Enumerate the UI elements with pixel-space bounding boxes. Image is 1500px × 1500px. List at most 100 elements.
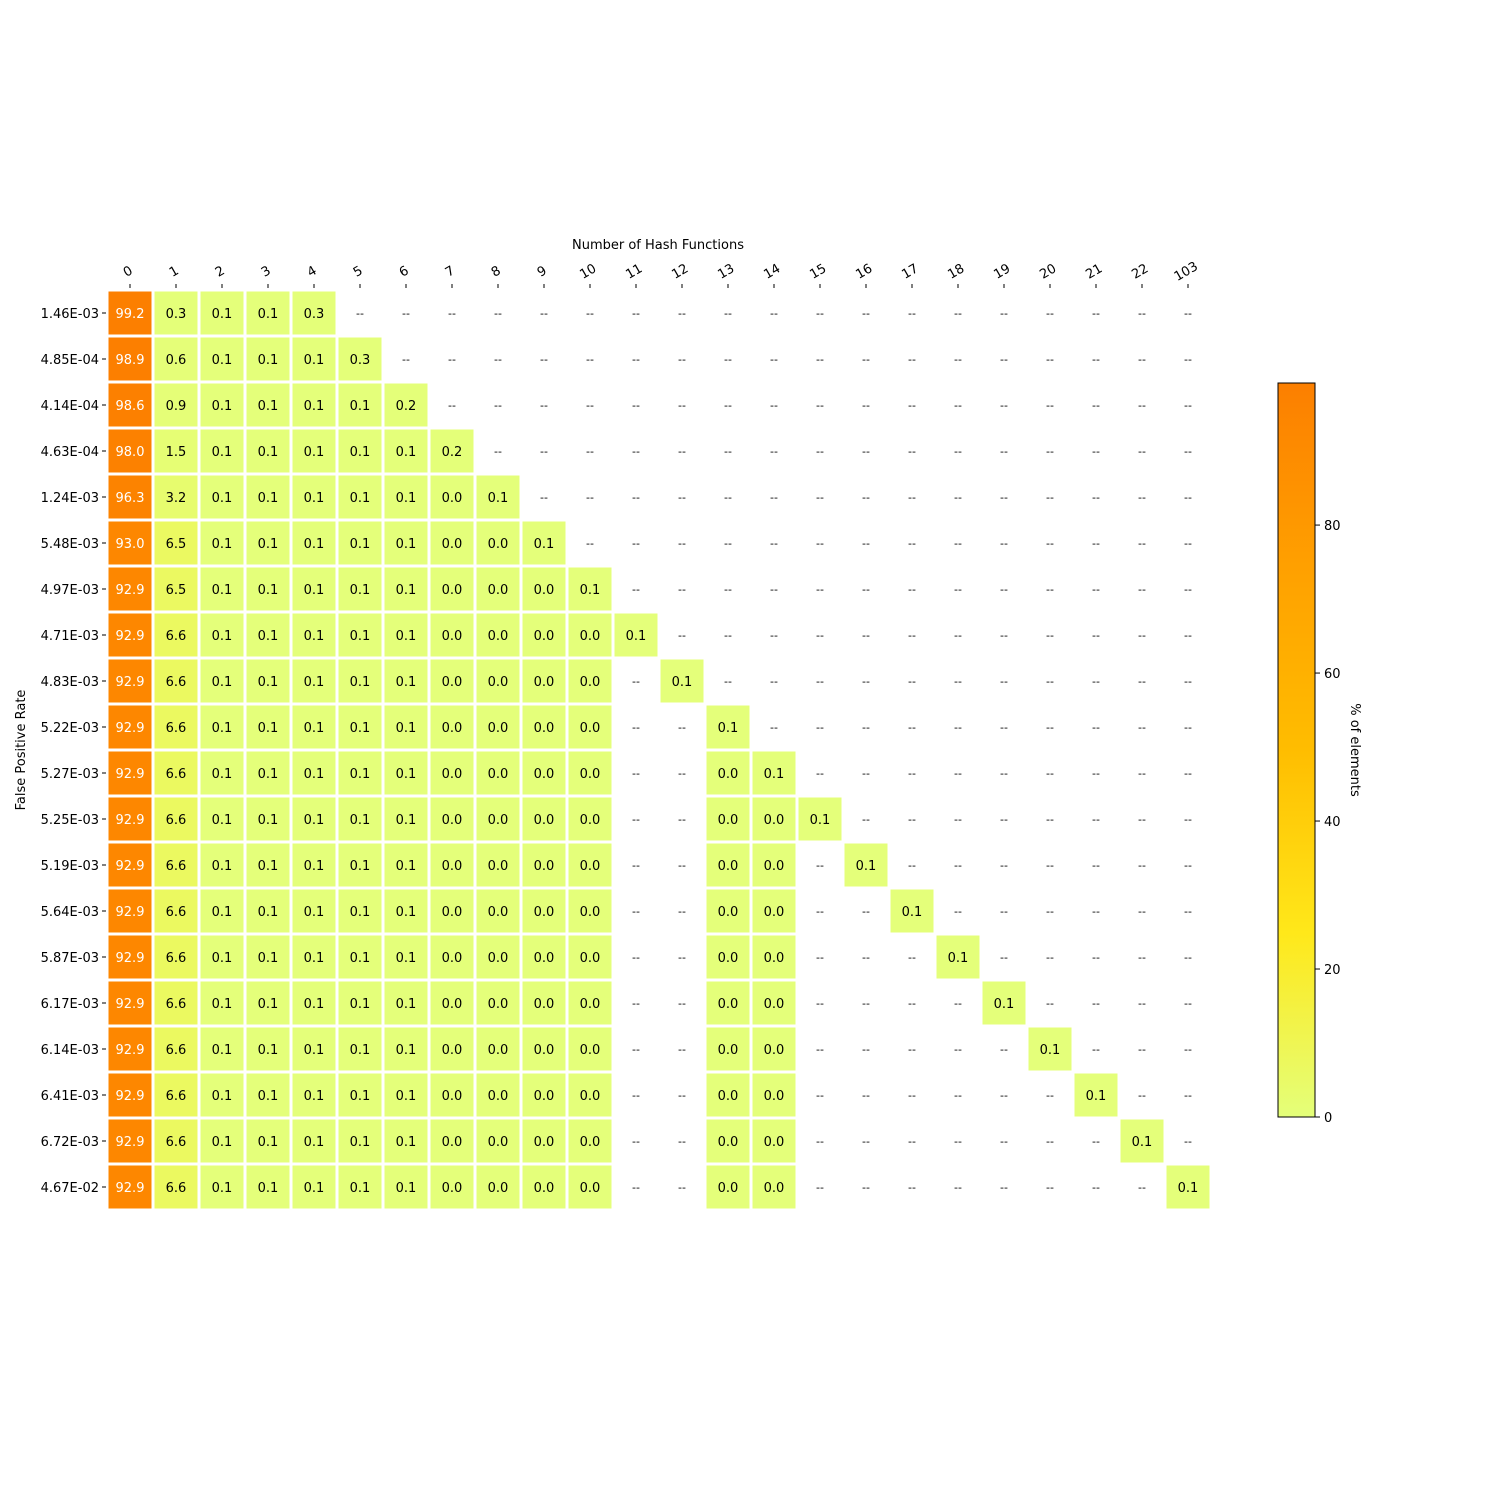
cell-label: 0.1 — [672, 675, 693, 690]
heatmap-cell — [384, 1165, 428, 1209]
cell-missing-label: -- — [632, 1089, 640, 1102]
cell-missing-label: -- — [816, 353, 824, 366]
x-axis-label: Number of Hash Functions — [572, 238, 744, 253]
cell-label: 0.1 — [488, 491, 509, 506]
cell-missing-label: -- — [816, 951, 824, 964]
cell-missing-label: -- — [1046, 1135, 1054, 1148]
heatmap-cell — [798, 797, 842, 841]
heatmap-cell — [430, 613, 474, 657]
cell-missing-label: -- — [1184, 629, 1192, 642]
cell-missing-label: -- — [816, 399, 824, 412]
cell-label: 0.0 — [442, 767, 463, 782]
heatmap-cell — [246, 981, 290, 1025]
cell-label: 0.0 — [718, 1089, 739, 1104]
heatmap-cell — [706, 705, 750, 749]
cell-label: 6.6 — [166, 1181, 187, 1196]
heatmap-cell — [292, 429, 336, 473]
heatmap-cell — [246, 337, 290, 381]
cell-label: 0.3 — [166, 307, 187, 322]
cell-missing-label: -- — [724, 445, 732, 458]
cell-missing-label: -- — [540, 353, 548, 366]
cell-label: 0.1 — [258, 399, 279, 414]
cell-missing-label: -- — [862, 767, 870, 780]
cell-label: 0.1 — [258, 675, 279, 690]
cell-label: 0.1 — [396, 629, 417, 644]
cell-label: 92.9 — [116, 629, 145, 644]
heatmap-cell — [568, 843, 612, 887]
x-tick-label: 5 — [351, 263, 366, 280]
cell-missing-label: -- — [1184, 675, 1192, 688]
cell-missing-label: -- — [1046, 905, 1054, 918]
heatmap-cell — [200, 291, 244, 335]
cell-label: 6.6 — [166, 1089, 187, 1104]
cell-missing-label: -- — [586, 353, 594, 366]
cell-label: 0.0 — [442, 675, 463, 690]
cell-missing-label: -- — [1184, 767, 1192, 780]
heatmap-cell — [246, 567, 290, 611]
heatmap-cell — [154, 705, 198, 749]
cell-missing-label: -- — [1092, 583, 1100, 596]
heatmap-cell — [108, 567, 152, 611]
cell-missing-label: -- — [954, 491, 962, 504]
cell-label: 0.1 — [304, 583, 325, 598]
cell-missing-label: -- — [954, 675, 962, 688]
y-tick-label: 1.46E-03 — [41, 307, 99, 322]
cell-label: 92.9 — [116, 583, 145, 598]
cell-missing-label: -- — [1046, 813, 1054, 826]
y-tick-label: 4.67E-02 — [41, 1181, 99, 1196]
cell-missing-label: -- — [1046, 629, 1054, 642]
cell-label: 0.1 — [212, 629, 233, 644]
cell-missing-label: -- — [862, 997, 870, 1010]
cell-missing-label: -- — [1138, 1089, 1146, 1102]
cell-missing-label: -- — [1046, 767, 1054, 780]
heatmap-cell — [568, 981, 612, 1025]
cell-label: 0.0 — [580, 767, 601, 782]
cell-missing-label: -- — [816, 905, 824, 918]
cell-missing-label: -- — [724, 629, 732, 642]
cell-label: 6.6 — [166, 905, 187, 920]
cell-missing-label: -- — [586, 307, 594, 320]
cell-label: 0.0 — [580, 1089, 601, 1104]
cell-label: 0.0 — [718, 997, 739, 1012]
cell-label: 92.9 — [116, 1181, 145, 1196]
heatmap-cell — [476, 843, 520, 887]
heatmap-cell — [154, 981, 198, 1025]
cell-label: 6.6 — [166, 997, 187, 1012]
cell-label: 0.0 — [488, 951, 509, 966]
cell-label: 0.0 — [580, 721, 601, 736]
heatmap-cell — [1028, 1027, 1072, 1071]
cell-label: 0.9 — [166, 399, 187, 414]
cell-missing-label: -- — [448, 307, 456, 320]
y-tick-label: 5.25E-03 — [41, 813, 99, 828]
cell-missing-label: -- — [954, 859, 962, 872]
cell-label: 0.0 — [488, 1043, 509, 1058]
heatmap-cell — [522, 797, 566, 841]
heatmap-cell — [292, 521, 336, 565]
y-tick-label: 5.19E-03 — [41, 859, 99, 874]
cell-missing-label: -- — [678, 307, 686, 320]
cell-missing-label: -- — [1138, 721, 1146, 734]
heatmap-cell — [752, 889, 796, 933]
cell-label: 0.1 — [396, 905, 417, 920]
cell-missing-label: -- — [724, 399, 732, 412]
x-tick-label: 22 — [1129, 261, 1151, 282]
cell-label: 0.1 — [258, 491, 279, 506]
cell-label: 0.0 — [442, 537, 463, 552]
cell-missing-label: -- — [724, 491, 732, 504]
cell-missing-label: -- — [770, 445, 778, 458]
cell-label: 0.0 — [488, 629, 509, 644]
colorbar-tick-label: 40 — [1324, 815, 1341, 830]
cell-label: 0.1 — [396, 721, 417, 736]
cell-missing-label: -- — [954, 629, 962, 642]
cell-missing-label: -- — [862, 1089, 870, 1102]
heatmap-cell — [706, 1073, 750, 1117]
cell-missing-label: -- — [1138, 997, 1146, 1010]
heatmap-cell — [430, 1073, 474, 1117]
heatmap-cell — [844, 843, 888, 887]
cell-missing-label: -- — [1138, 951, 1146, 964]
heatmap-cell — [292, 751, 336, 795]
heatmap-cell — [384, 935, 428, 979]
cell-label: 0.0 — [534, 1181, 555, 1196]
cell-missing-label: -- — [540, 399, 548, 412]
cell-missing-label: -- — [954, 307, 962, 320]
